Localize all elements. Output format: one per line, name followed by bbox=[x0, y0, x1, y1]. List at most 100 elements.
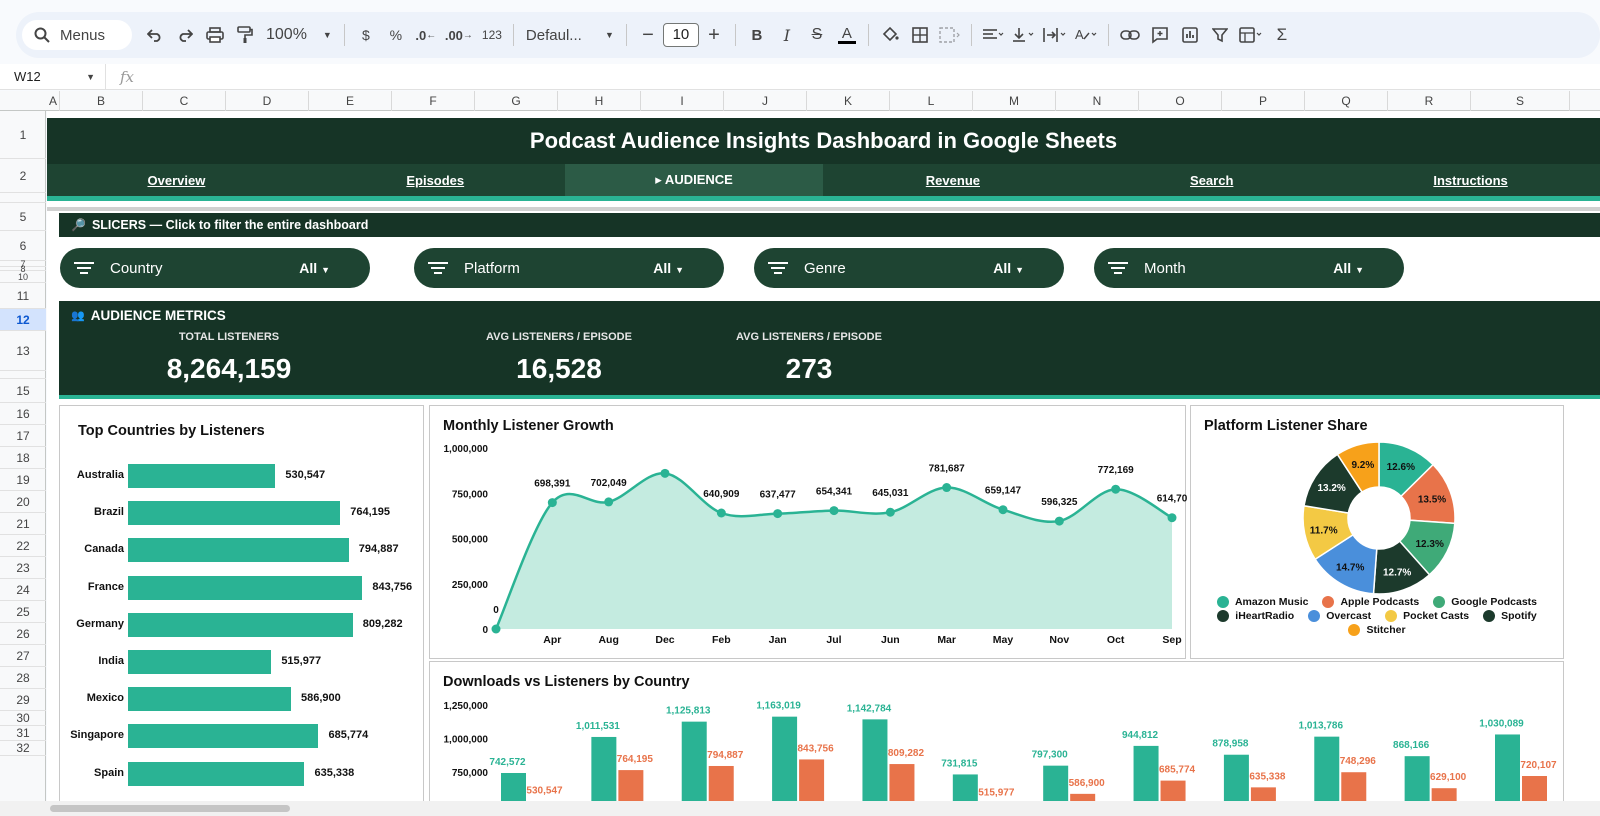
listeners-bar[interactable] bbox=[618, 770, 644, 801]
text-wrap-icon[interactable] bbox=[1038, 20, 1070, 50]
data-point[interactable] bbox=[829, 506, 839, 516]
font-size-increase-button[interactable]: + bbox=[708, 23, 720, 46]
font-size-decrease-button[interactable]: − bbox=[642, 23, 654, 46]
column-header[interactable]: G bbox=[475, 91, 558, 111]
row-header[interactable]: 28 bbox=[0, 667, 46, 689]
row-header[interactable]: 25 bbox=[0, 601, 46, 623]
column-header[interactable]: N bbox=[1056, 91, 1139, 111]
listeners-bar[interactable] bbox=[1341, 772, 1367, 801]
legend-item[interactable]: iHeartRadio bbox=[1217, 610, 1294, 622]
insert-link-icon[interactable] bbox=[1115, 20, 1145, 50]
text-rotation-icon[interactable]: A bbox=[1070, 20, 1102, 50]
legend-item[interactable]: Google Podcasts bbox=[1433, 596, 1537, 608]
row-header[interactable]: 8 bbox=[0, 264, 46, 274]
row-header[interactable]: 31 bbox=[0, 726, 46, 741]
row-header[interactable]: 12 bbox=[0, 309, 46, 331]
name-box[interactable]: W12 ▼ bbox=[0, 63, 106, 90]
bar[interactable] bbox=[128, 724, 319, 749]
column-header[interactable]: P bbox=[1222, 91, 1305, 111]
row-header[interactable]: 7 bbox=[0, 259, 46, 269]
font-size-input[interactable]: 10 bbox=[662, 23, 699, 47]
row-header[interactable] bbox=[0, 371, 46, 379]
insert-chart-icon[interactable] bbox=[1175, 20, 1205, 50]
listeners-bar[interactable] bbox=[1431, 788, 1457, 801]
bar[interactable] bbox=[128, 761, 305, 786]
legend-item[interactable]: Stitcher bbox=[1348, 624, 1406, 636]
percent-format-button[interactable]: % bbox=[389, 27, 403, 43]
listeners-bar[interactable] bbox=[1160, 780, 1186, 801]
column-header[interactable]: S bbox=[1471, 91, 1570, 111]
text-color-button[interactable]: A bbox=[832, 20, 862, 50]
row-header[interactable]: 17 bbox=[0, 425, 46, 447]
formula-input[interactable] bbox=[144, 65, 1600, 89]
legend-item[interactable]: Amazon Music bbox=[1216, 596, 1308, 608]
zoom-select[interactable]: 100% ▼ bbox=[260, 26, 338, 44]
chart-top-countries[interactable]: Top Countries by Listeners Australia 530,… bbox=[59, 405, 424, 801]
horizontal-align-icon[interactable] bbox=[978, 20, 1008, 50]
column-header[interactable]: K bbox=[807, 91, 890, 111]
listeners-bar[interactable] bbox=[889, 764, 915, 801]
data-point[interactable] bbox=[885, 507, 895, 517]
data-point[interactable] bbox=[604, 497, 614, 507]
bar[interactable] bbox=[128, 612, 353, 637]
pie-slice[interactable] bbox=[1336, 441, 1380, 494]
data-point[interactable] bbox=[942, 483, 952, 493]
downloads-bar[interactable] bbox=[591, 736, 617, 801]
print-icon[interactable] bbox=[200, 20, 230, 50]
bar[interactable] bbox=[128, 687, 292, 712]
redo-icon[interactable] bbox=[170, 20, 200, 50]
horizontal-scrollbar[interactable] bbox=[0, 801, 1600, 816]
listeners-bar[interactable] bbox=[1070, 793, 1096, 801]
data-point[interactable] bbox=[491, 624, 501, 634]
downloads-bar[interactable] bbox=[1314, 736, 1340, 801]
downloads-bar[interactable] bbox=[1043, 765, 1069, 801]
listeners-bar[interactable] bbox=[708, 765, 734, 801]
slicer-platform[interactable]: Platform All ▼ bbox=[414, 248, 724, 288]
bar[interactable] bbox=[128, 464, 276, 488]
vertical-align-icon[interactable] bbox=[1008, 20, 1038, 50]
frozen-rows-divider[interactable] bbox=[47, 207, 1600, 211]
data-point[interactable] bbox=[716, 508, 726, 518]
number-format-button[interactable]: 123 bbox=[481, 28, 502, 42]
chart-monthly-growth[interactable]: Monthly Listener Growth 1,000,000 750,000… bbox=[429, 405, 1187, 659]
row-header[interactable]: 2 bbox=[0, 159, 46, 193]
italic-button[interactable]: I bbox=[783, 25, 791, 45]
legend-item[interactable]: Pocket Casts bbox=[1385, 610, 1469, 622]
bar[interactable] bbox=[128, 538, 349, 563]
column-header[interactable]: F bbox=[392, 91, 475, 111]
bar[interactable] bbox=[128, 575, 363, 600]
scrollbar-thumb[interactable] bbox=[50, 805, 290, 812]
data-point[interactable] bbox=[547, 498, 557, 508]
row-header[interactable]: 13 bbox=[0, 331, 46, 371]
row-header[interactable]: 6 bbox=[0, 231, 46, 261]
downloads-bar[interactable] bbox=[1404, 756, 1430, 801]
column-header[interactable]: A bbox=[47, 91, 60, 111]
bar[interactable] bbox=[128, 501, 341, 526]
column-header[interactable]: M bbox=[973, 91, 1056, 111]
borders-icon[interactable] bbox=[905, 20, 935, 50]
bold-button[interactable]: B bbox=[751, 26, 763, 44]
row-header[interactable]: 23 bbox=[0, 557, 46, 579]
row-header[interactable]: 20 bbox=[0, 491, 46, 513]
bar[interactable] bbox=[128, 650, 272, 674]
column-header[interactable]: B bbox=[60, 91, 143, 111]
row-header[interactable]: 11 bbox=[0, 283, 46, 309]
font-family-select[interactable]: Defaul... ▼ bbox=[520, 27, 620, 44]
row-header[interactable]: 29 bbox=[0, 689, 46, 711]
row-header[interactable]: 22 bbox=[0, 535, 46, 557]
table-view-icon[interactable] bbox=[1235, 20, 1267, 50]
data-point[interactable] bbox=[1167, 513, 1177, 523]
row-header[interactable]: 32 bbox=[0, 741, 46, 756]
row-header[interactable]: 18 bbox=[0, 447, 46, 469]
row-header[interactable]: 24 bbox=[0, 579, 46, 601]
column-header[interactable]: D bbox=[226, 91, 309, 111]
fill-color-icon[interactable] bbox=[875, 20, 905, 50]
nav-link-5[interactable]: Search bbox=[1190, 172, 1234, 188]
data-point[interactable] bbox=[1054, 516, 1064, 526]
nav-link-2[interactable]: Episodes bbox=[406, 172, 465, 188]
downloads-bar[interactable] bbox=[1133, 745, 1159, 801]
row-header[interactable]: 5 bbox=[0, 203, 46, 231]
nav-link-6[interactable]: Instructions bbox=[1433, 172, 1508, 188]
slicer-genre[interactable]: Genre All ▼ bbox=[754, 248, 1064, 288]
downloads-bar[interactable] bbox=[681, 721, 707, 801]
